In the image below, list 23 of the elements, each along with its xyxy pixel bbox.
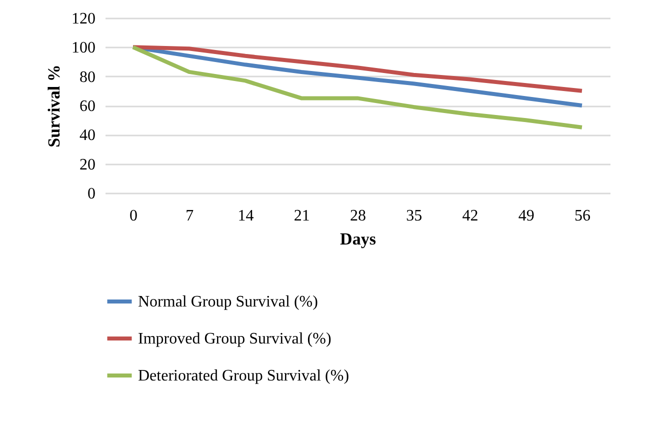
x-tick-label: 7 <box>186 208 194 224</box>
x-tick-label: 42 <box>462 208 478 224</box>
y-tick-label: 0 <box>88 186 96 202</box>
y-tick-label: 40 <box>80 127 96 144</box>
y-axis-title: Survival % <box>44 64 64 148</box>
x-tick-label: 35 <box>406 208 422 224</box>
line-series <box>131 45 584 130</box>
x-tick-label: 21 <box>294 208 310 224</box>
legend-label: Deteriorated Group Survival (%) <box>138 368 350 384</box>
y-tick-label: 80 <box>80 68 96 86</box>
x-tick-label: 56 <box>574 208 590 224</box>
line-series <box>131 45 584 93</box>
y-tick-label: 100 <box>72 40 96 57</box>
x-tick-label: 0 <box>130 208 138 224</box>
x-axis-title: Days <box>340 230 376 248</box>
legend-label: Normal Group Survival (%) <box>138 294 318 310</box>
y-tick-label: 60 <box>80 98 96 115</box>
x-tick-label: 28 <box>350 208 366 224</box>
x-tick-label: 49 <box>518 208 534 224</box>
legend-label: Improved Group Survival (%) <box>138 330 332 348</box>
y-tick-label: 120 <box>72 10 96 28</box>
y-tick-label: 20 <box>80 156 96 174</box>
x-tick-label: 14 <box>238 208 254 224</box>
